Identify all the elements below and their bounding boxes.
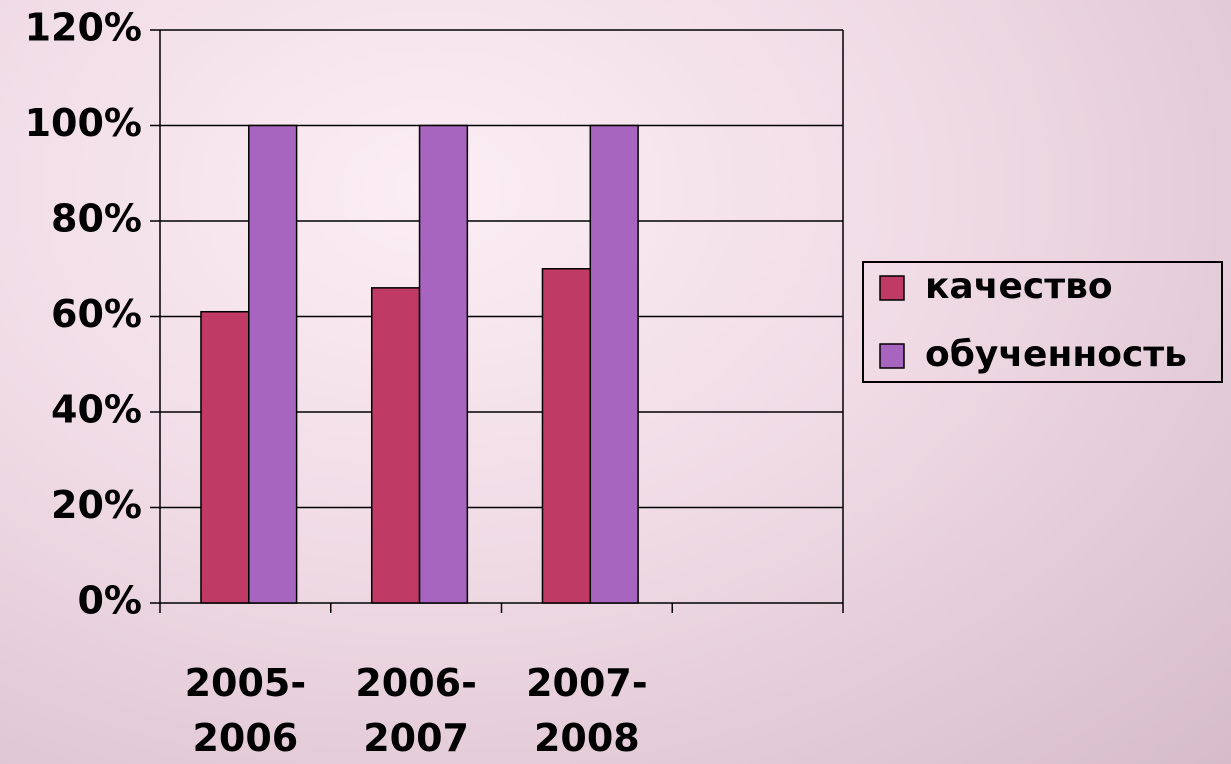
bar — [589, 124, 639, 604]
y-tick-label: 120% — [25, 6, 142, 50]
y-tick-label: 20% — [51, 483, 142, 527]
y-tick-label: 40% — [51, 388, 142, 432]
y-tick-label: 100% — [25, 101, 142, 145]
x-tick-label: 2006-2007 — [355, 661, 477, 760]
y-tick-label: 60% — [51, 292, 142, 336]
x-tick-label: 2007-2008 — [526, 661, 648, 760]
bar — [370, 287, 421, 604]
legend-swatch — [879, 275, 905, 301]
y-tick-label: 0% — [77, 579, 142, 623]
bar — [200, 310, 250, 604]
y-tick-label: 80% — [51, 197, 142, 241]
legend-box — [862, 261, 1223, 383]
legend-swatch — [879, 343, 905, 369]
x-tick-label: 2005-2006 — [185, 661, 307, 760]
legend-label: обученность — [925, 334, 1187, 375]
bar — [248, 124, 298, 604]
bar — [541, 268, 592, 604]
legend-label: качество — [925, 266, 1113, 307]
bar — [418, 124, 469, 604]
